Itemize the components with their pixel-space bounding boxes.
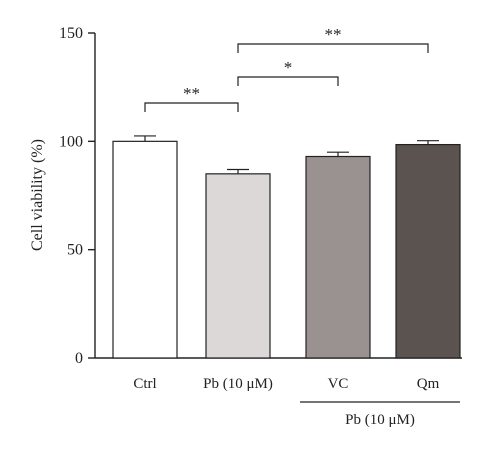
category-label: Pb (10 μM)	[203, 376, 273, 392]
y-axis: 0 50 100 150	[59, 25, 96, 367]
bar	[112, 140, 178, 359]
significance-bracket: *	[237, 58, 339, 86]
bars	[112, 140, 461, 359]
group-label: Pb (10 μM)	[345, 412, 415, 428]
group-annotation: Pb (10 μM)	[300, 401, 460, 428]
significance-label: **	[183, 84, 200, 103]
significance-bracket: **	[237, 25, 429, 53]
y-tick-label: 50	[67, 242, 83, 259]
bar	[205, 173, 271, 359]
category-labels: Ctrl Pb (10 μM) VC Qm	[133, 376, 439, 392]
significance-label: **	[325, 25, 342, 44]
significance-bracket: **	[144, 84, 239, 112]
bracket-line	[144, 102, 239, 112]
category-label: Ctrl	[133, 376, 156, 392]
bar	[305, 155, 371, 359]
significance-annotations: *****	[144, 25, 429, 112]
significance-label: *	[284, 58, 293, 77]
y-tick-label: 100	[59, 133, 83, 150]
bar	[395, 143, 461, 359]
y-axis-label: Cell viability (%)	[29, 139, 46, 251]
y-tick-label: 150	[59, 25, 83, 42]
category-label: Qm	[417, 376, 440, 392]
bracket-line	[237, 43, 429, 53]
bracket-line	[237, 76, 339, 86]
error-bars	[134, 135, 439, 174]
category-label: VC	[328, 376, 349, 392]
y-tick-label: 0	[75, 350, 83, 367]
